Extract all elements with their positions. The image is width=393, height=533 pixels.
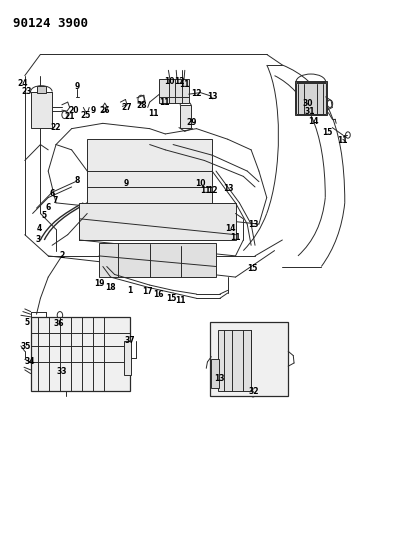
Text: 12: 12: [208, 186, 218, 195]
Text: 25: 25: [80, 111, 90, 120]
Bar: [37, 86, 46, 93]
Text: 18: 18: [105, 283, 116, 292]
Text: 6: 6: [46, 203, 51, 212]
Text: 27: 27: [121, 103, 132, 112]
Text: 4: 4: [37, 224, 42, 233]
Bar: [295, 81, 327, 115]
Bar: [79, 203, 235, 240]
Text: 15: 15: [322, 128, 332, 138]
Text: 11: 11: [230, 233, 241, 242]
Text: 19: 19: [94, 279, 104, 288]
Text: 33: 33: [57, 367, 67, 376]
Text: 16: 16: [153, 289, 164, 298]
Text: 37: 37: [125, 336, 136, 345]
Bar: [124, 341, 131, 375]
Text: 5: 5: [24, 318, 29, 327]
Text: 17: 17: [142, 287, 153, 296]
Text: 11: 11: [176, 296, 186, 305]
Text: 8: 8: [75, 176, 80, 185]
Text: 9: 9: [75, 82, 80, 91]
Bar: [99, 243, 216, 277]
Bar: [87, 139, 212, 203]
Text: 22: 22: [51, 123, 61, 132]
Bar: [31, 317, 130, 391]
Text: 12: 12: [174, 77, 184, 86]
Text: 7: 7: [53, 196, 58, 205]
Bar: [296, 83, 326, 114]
Text: 11: 11: [200, 186, 211, 195]
Text: 3: 3: [36, 236, 41, 245]
Text: 36: 36: [54, 319, 64, 328]
Text: 90124 3900: 90124 3900: [13, 17, 88, 30]
Text: 20: 20: [68, 106, 79, 115]
Text: 10: 10: [164, 77, 174, 86]
Bar: [218, 330, 251, 391]
Text: 24: 24: [18, 79, 28, 88]
Text: 11: 11: [159, 98, 170, 107]
Text: 23: 23: [22, 87, 32, 96]
Text: 28: 28: [136, 101, 147, 110]
Text: 15: 15: [166, 294, 176, 303]
Bar: [160, 79, 189, 103]
Text: 10: 10: [195, 179, 206, 188]
Text: 9: 9: [124, 179, 129, 188]
Bar: [180, 106, 191, 127]
Bar: [211, 359, 219, 389]
Text: 29: 29: [187, 118, 197, 127]
Text: 11: 11: [338, 136, 348, 146]
Circle shape: [114, 141, 131, 164]
Bar: [31, 92, 52, 127]
Text: 1: 1: [128, 286, 133, 295]
Text: 14: 14: [226, 224, 236, 233]
Text: 5: 5: [41, 211, 46, 220]
Text: 9: 9: [90, 106, 96, 115]
Text: 13: 13: [223, 183, 234, 192]
Text: 35: 35: [20, 342, 31, 351]
Text: 2: 2: [59, 252, 64, 261]
Bar: [210, 322, 288, 397]
Text: 26: 26: [99, 106, 110, 115]
Text: 12: 12: [191, 89, 202, 98]
Text: 6: 6: [50, 189, 55, 198]
Text: 13: 13: [208, 92, 218, 101]
Text: 11: 11: [180, 80, 190, 89]
Text: 32: 32: [249, 386, 259, 395]
Text: 21: 21: [64, 112, 75, 121]
Text: 30: 30: [303, 99, 313, 108]
Text: 34: 34: [24, 358, 35, 367]
Text: 15: 15: [247, 264, 257, 272]
Text: 11: 11: [148, 109, 159, 118]
Text: 13: 13: [248, 220, 258, 229]
Text: 13: 13: [214, 374, 224, 383]
Text: 31: 31: [305, 107, 315, 116]
Text: 14: 14: [309, 117, 319, 126]
